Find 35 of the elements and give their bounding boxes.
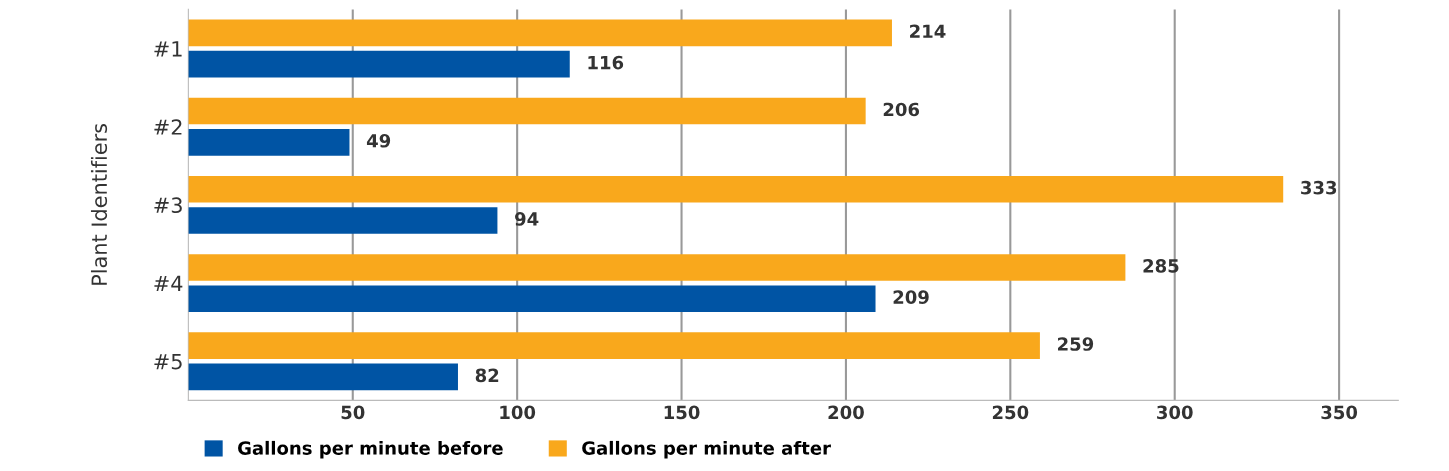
bar: [188, 129, 350, 156]
bar: [188, 254, 1126, 281]
legend-label: Gallons per minute before: [238, 440, 503, 459]
bar: [188, 19, 892, 47]
y-tick-label: #3: [154, 197, 182, 214]
data-label: 333: [1301, 180, 1337, 195]
x-tick-label: 100: [500, 405, 536, 420]
bar: [188, 207, 498, 234]
data-label: 214: [910, 24, 946, 38]
y-tick-label: #4: [154, 275, 183, 291]
x-tick-label: 300: [1157, 405, 1193, 420]
bar: [188, 363, 458, 391]
data-label: 116: [588, 55, 624, 70]
y-tick-label: #2: [154, 119, 182, 135]
bar: [188, 332, 1040, 359]
y-tick-label: #5: [154, 353, 182, 370]
data-label: 285: [1143, 259, 1179, 273]
x-tick-label: 250: [992, 405, 1029, 420]
data-label: 259: [1058, 337, 1094, 351]
y-tick-label: #1: [154, 41, 182, 57]
legend-label: Gallons per minute after: [582, 440, 831, 459]
bar: [188, 50, 570, 78]
x-tick-label: 350: [1321, 405, 1358, 420]
data-label: 206: [883, 102, 920, 117]
data-label: 82: [475, 368, 499, 383]
x-tick-label: 50: [341, 405, 365, 420]
bar: [188, 97, 866, 125]
bar: [188, 285, 876, 312]
x-tick-label: 200: [828, 405, 864, 420]
data-label: 49: [366, 133, 391, 148]
y-axis-title: Plant Identifiers: [90, 123, 108, 285]
data-label: 94: [515, 212, 539, 226]
bar: [188, 175, 1284, 203]
x-tick-label: 150: [664, 405, 700, 420]
data-label: 209: [893, 290, 929, 304]
